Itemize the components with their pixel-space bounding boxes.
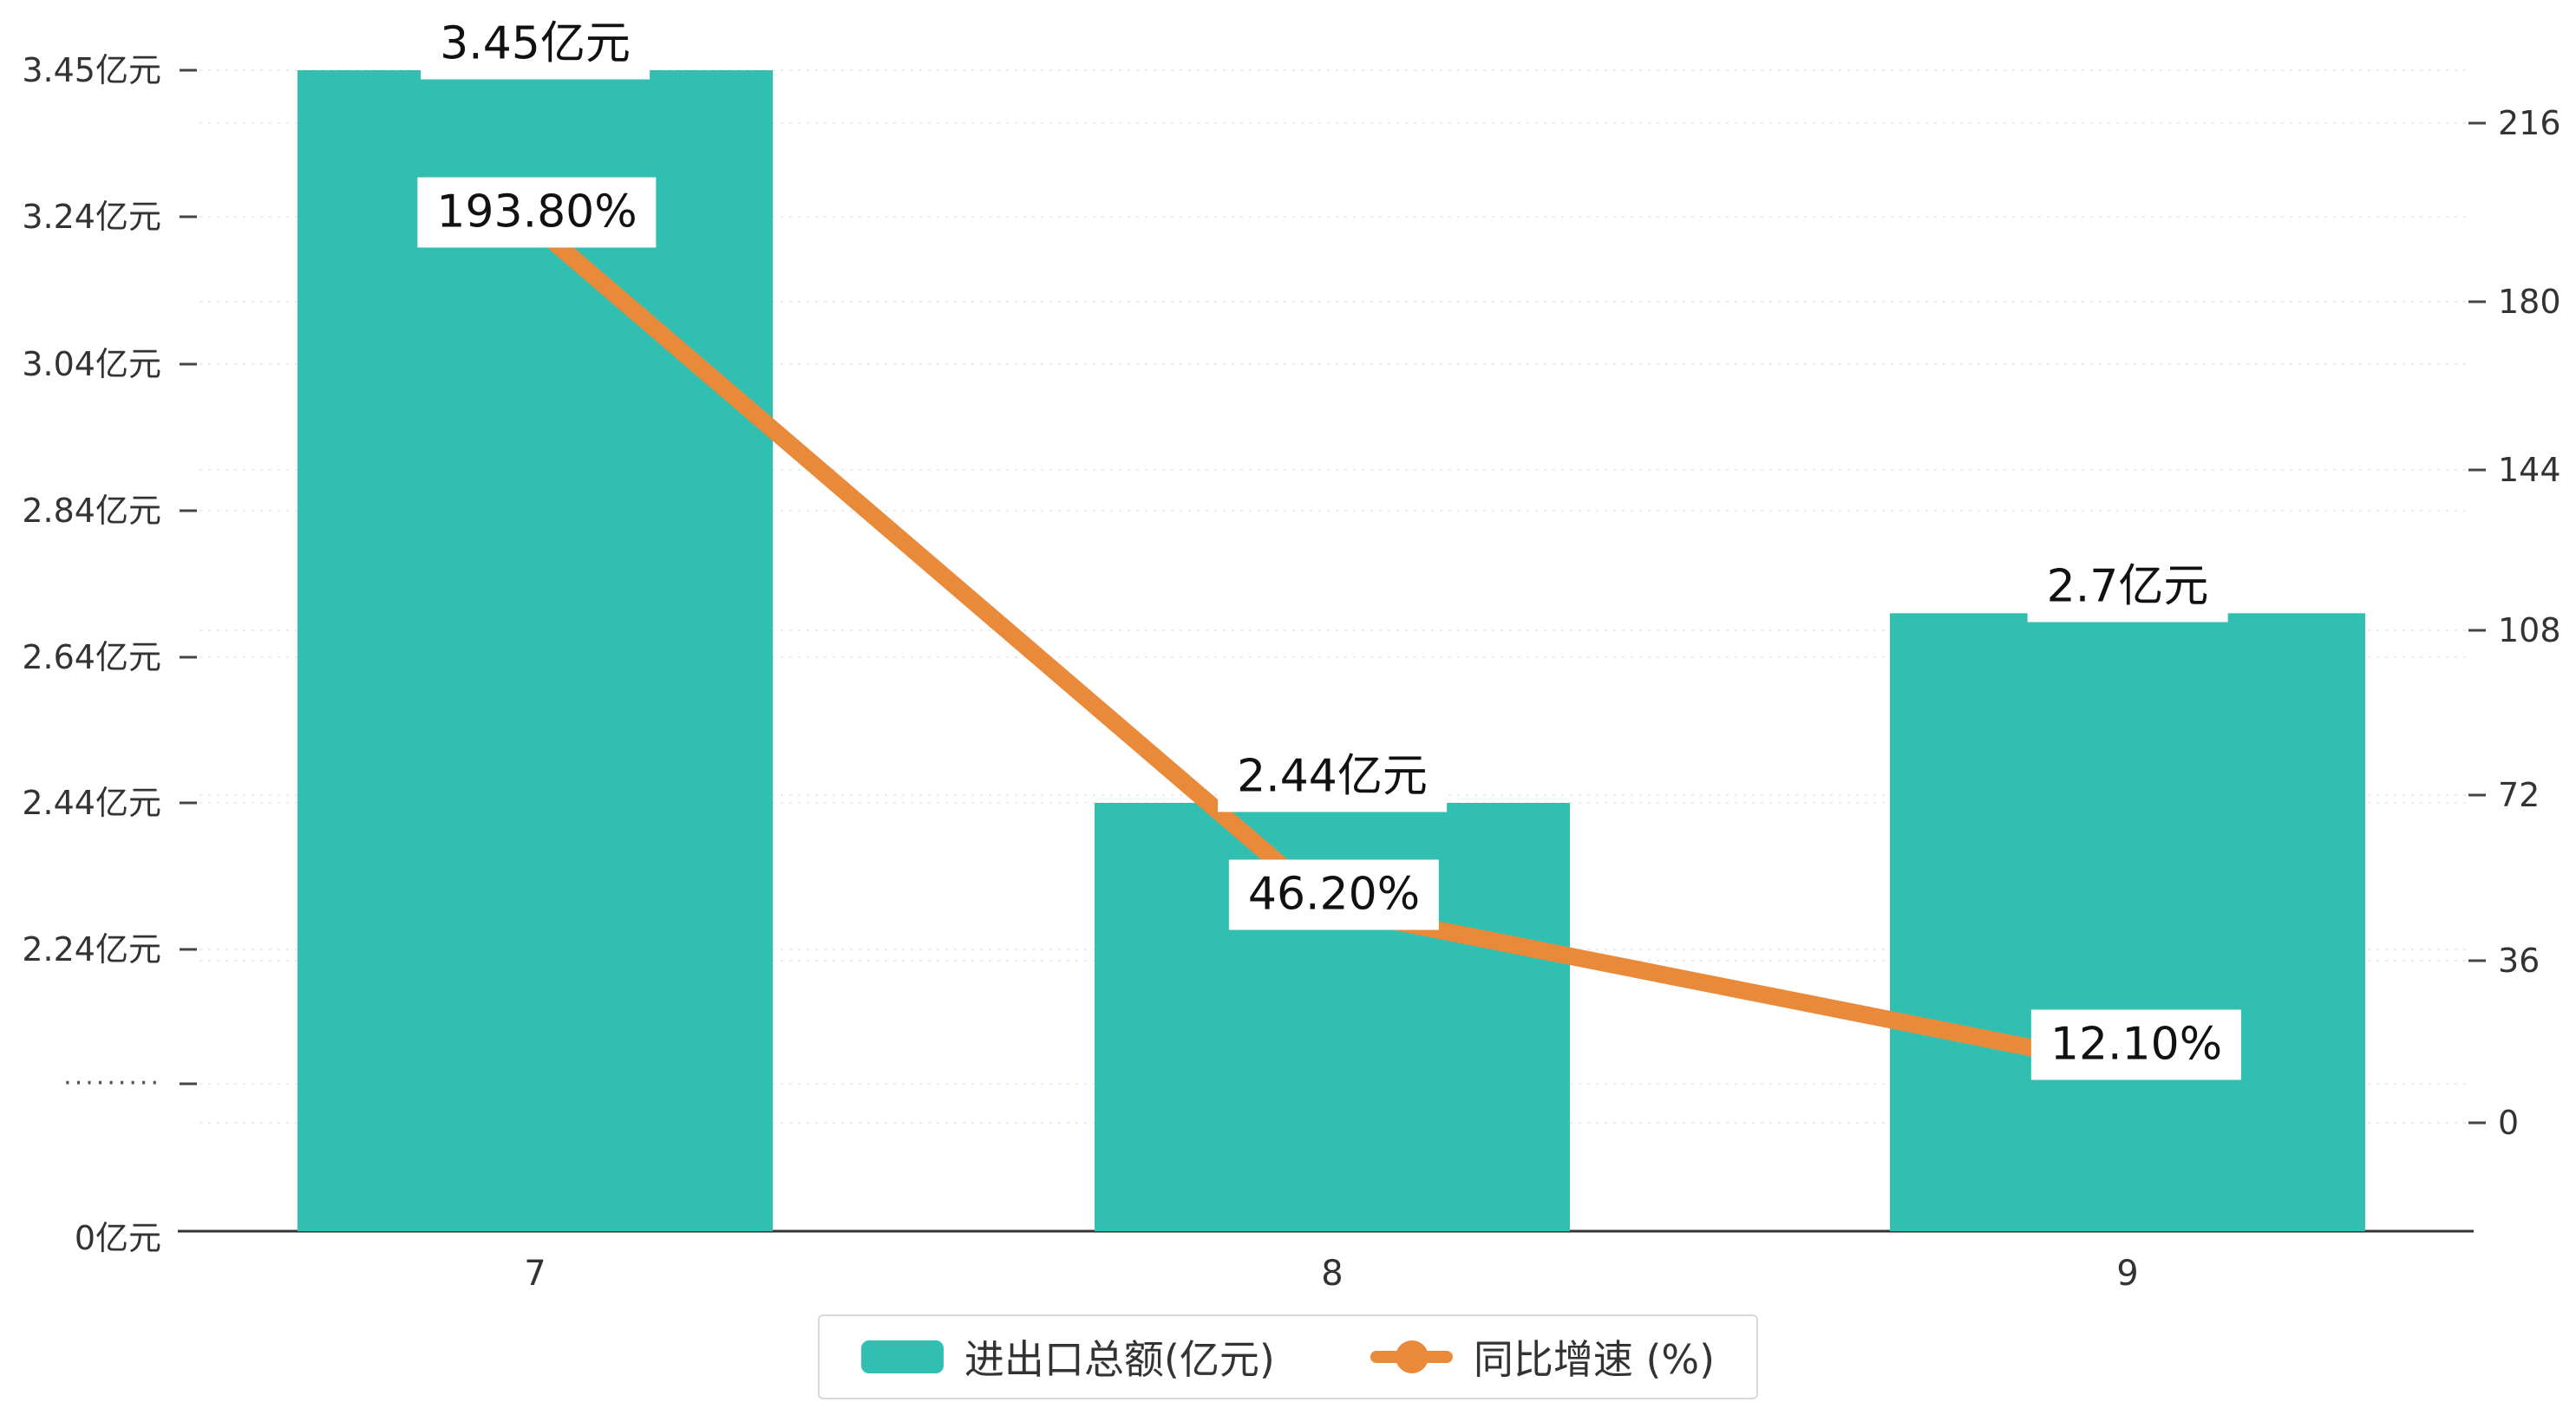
right-axis-tick-label: 72 xyxy=(2498,776,2540,814)
left-axis-tick-label: 3.24亿元 xyxy=(22,198,161,236)
legend-item-line[interactable]: 同比增速 (%) xyxy=(1370,1328,1715,1386)
line-value-label: 193.80% xyxy=(417,177,657,247)
legend-item-bar-label: 进出口总额(亿元) xyxy=(964,1336,1275,1383)
bar-series-swatch-icon xyxy=(860,1340,944,1373)
right-axis-tick-label: 36 xyxy=(2498,942,2540,980)
x-axis-category-label: 9 xyxy=(2116,1254,2139,1294)
legend-item-line-label: 同比增速 (%) xyxy=(1473,1336,1716,1383)
x-axis-category-label: 8 xyxy=(1321,1254,1344,1294)
legend: 进出口总额(亿元) 同比增速 (%) xyxy=(817,1314,1759,1399)
x-axis-category-label: 7 xyxy=(524,1254,546,1294)
bar-value-label: 2.44亿元 xyxy=(1218,741,1447,812)
legend-item-bar[interactable]: 进出口总额(亿元) xyxy=(860,1328,1275,1386)
right-axis-tick-label: 0 xyxy=(2498,1104,2520,1142)
bar-value-label: 2.7亿元 xyxy=(2027,551,2228,623)
left-axis-tick-label: 2.24亿元 xyxy=(22,930,161,968)
line-value-label: 46.20% xyxy=(1228,859,1440,930)
left-axis-tick-label: 0亿元 xyxy=(74,1219,161,1257)
left-axis-tick-label: 3.45亿元 xyxy=(22,51,161,89)
left-axis-break-dots: ········· xyxy=(63,1068,161,1099)
left-axis-tick-label: 3.04亿元 xyxy=(22,345,161,383)
left-axis-tick-label: 2.44亿元 xyxy=(22,784,161,822)
right-axis-tick-label: 144 xyxy=(2498,451,2561,489)
bar-value-label: 3.45亿元 xyxy=(421,9,650,80)
line-series-marker-icon xyxy=(1370,1340,1453,1374)
right-axis-tick-label: 216 xyxy=(2498,104,2561,142)
right-axis-tick-label: 180 xyxy=(2498,283,2561,321)
left-axis-tick-label: 2.84亿元 xyxy=(22,492,161,530)
line-value-label: 12.10% xyxy=(2030,1009,2242,1080)
right-axis-tick-label: 108 xyxy=(2498,611,2561,649)
left-axis-tick-label: 2.64亿元 xyxy=(22,638,161,676)
